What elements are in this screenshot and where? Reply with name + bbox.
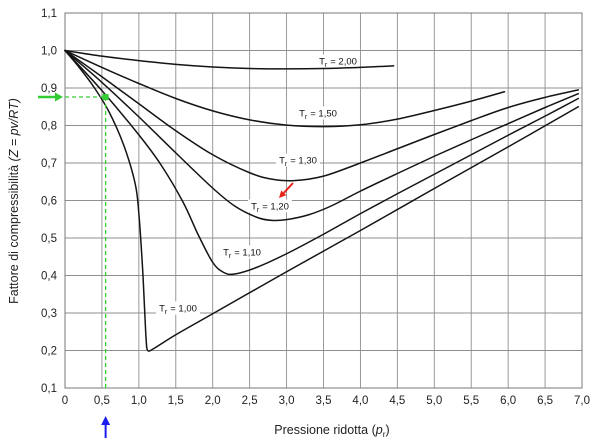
- curve-tr-1-10: [64, 49, 580, 276]
- series-label-tr-1-00: Tr = 1,00: [159, 304, 197, 317]
- series-label-tr-2-00: Tr = 2,00: [319, 57, 357, 70]
- green-arrow: [38, 92, 63, 102]
- series-label-subscript: r: [257, 207, 260, 214]
- series-label-subscript: r: [229, 253, 232, 260]
- y-tick-label-0-3: 0,3: [41, 308, 57, 320]
- blue-arrow: [101, 416, 111, 438]
- series-label-bg-tr-1-30: [276, 153, 320, 167]
- y-tick-label-0-7: 0,7: [41, 158, 57, 170]
- red-arrow-shaft: [283, 182, 294, 194]
- x-tick-label-0: 0: [62, 395, 68, 407]
- x-tick-label-2-5: 2,5: [242, 395, 258, 407]
- y-axis-label-formula: (Z = pv/RT): [7, 98, 21, 161]
- y-tick-label-0-9: 0,9: [41, 83, 57, 95]
- curve-tr-1-30: [64, 49, 580, 182]
- x-tick-labels: 0 0,5 1,0 1,5 2,0 2,5 3,0 3,5 4,0 4,5 5,0 5,5 6,0 6,5…: [62, 395, 590, 407]
- series-label-subscript: r: [305, 114, 308, 121]
- annotations: [38, 92, 294, 438]
- series-label-symbol: T: [319, 57, 325, 68]
- series-label-symbol: T: [251, 202, 257, 213]
- y-tick-label-1-0: 1,0: [41, 46, 57, 58]
- x-tick-label-5-5: 5,5: [463, 395, 479, 407]
- y-tick-label-0-6: 0,6: [41, 196, 57, 208]
- y-tick-label-0-1: 0,1: [41, 383, 57, 395]
- series-label-tr-1-30: Tr = 1,30: [279, 156, 317, 169]
- x-axis-label-var: p: [375, 423, 383, 437]
- series-label-bg-tr-1-00: [156, 301, 200, 315]
- curve-tr-1-00: [64, 49, 580, 352]
- series-label-symbol: T: [159, 304, 165, 315]
- red-arrow: [279, 182, 294, 198]
- plot-frame: [64, 12, 583, 389]
- blue-arrow-head: [101, 416, 111, 425]
- series-label-value: = 1,10: [234, 248, 261, 259]
- grid: [64, 12, 583, 389]
- curve-tr-2-00: [64, 49, 395, 70]
- x-axis-label-close: ): [386, 423, 390, 437]
- series-label-value: = 1,30: [290, 156, 317, 167]
- x-tick-label-4-5: 4,5: [389, 395, 405, 407]
- x-tick-label-2-0: 2,0: [205, 395, 221, 407]
- series-label-subscript: r: [325, 62, 328, 69]
- x-axis-label-main: Pressione ridotta: [274, 423, 368, 437]
- series-label-value: = 1,50: [310, 109, 337, 120]
- series-label-value: = 2,00: [330, 57, 357, 68]
- y-tick-label-0-8: 0,8: [41, 121, 57, 133]
- x-tick-label-7-0: 7,0: [574, 395, 590, 407]
- highlight-point-marker: [102, 94, 109, 100]
- x-tick-label-3-0: 3,0: [279, 395, 295, 407]
- x-tick-label-0-5: 0,5: [94, 395, 110, 407]
- series-label-bg-tr-1-20: [248, 199, 292, 213]
- series-label-subscript: r: [165, 309, 168, 316]
- x-tick-label-6-5: 6,5: [537, 395, 553, 407]
- x-tick-label-3-5: 3,5: [316, 395, 332, 407]
- series-label-value: = 1,20: [262, 202, 289, 213]
- x-tick-label-5-0: 5,0: [426, 395, 442, 407]
- x-tick-label-1-0: 1,0: [131, 395, 147, 407]
- series-curves: [64, 49, 580, 352]
- y-axis-label-main: Fattore di compressibilità: [7, 165, 21, 304]
- series-label-tr-1-20: Tr = 1,20: [251, 202, 289, 215]
- series-label-bg-tr-2-00: [316, 54, 360, 68]
- x-tick-label-4-0: 4,0: [352, 395, 368, 407]
- x-tick-label-1-5: 1,5: [168, 395, 184, 407]
- y-tick-labels: 0,1 0,2 0,3 0,4 0,5 0,6 0,7 0,8 0,9 1,0 1,1: [41, 8, 58, 395]
- x-axis-label: Pressione ridotta (pr): [274, 423, 389, 439]
- series-label-symbol: T: [279, 156, 285, 167]
- series-label-symbol: T: [223, 248, 229, 259]
- green-arrow-head: [55, 92, 63, 102]
- curve-tr-1-50: [64, 49, 506, 128]
- y-tick-label-0-4: 0,4: [41, 271, 58, 283]
- series-label-bg-tr-1-50: [296, 106, 340, 120]
- red-arrow-head: [279, 190, 287, 198]
- y-tick-label-0-2: 0,2: [41, 346, 57, 358]
- y-tick-label-0-5: 0,5: [41, 233, 57, 245]
- series-label-tr-1-50: Tr = 1,50: [299, 109, 337, 122]
- y-tick-label-1-1: 1,1: [41, 8, 57, 20]
- curve-tr-1-20: [64, 49, 580, 222]
- x-tick-label-6-0: 6,0: [500, 395, 516, 407]
- series-label-backgrounds: [156, 54, 360, 315]
- series-label-subscript: r: [285, 161, 288, 168]
- y-axis-label: Fattore di compressibilità (Z = pv/RT): [7, 98, 21, 304]
- x-axis-label-open: (: [372, 423, 377, 437]
- series-label-symbol: T: [299, 109, 305, 120]
- series-label-bg-tr-1-10: [220, 245, 264, 259]
- series-label-value: = 1,00: [170, 304, 197, 315]
- x-axis-label-subscript: r: [383, 429, 386, 439]
- series-label-tr-1-10: Tr = 1,10: [223, 248, 261, 261]
